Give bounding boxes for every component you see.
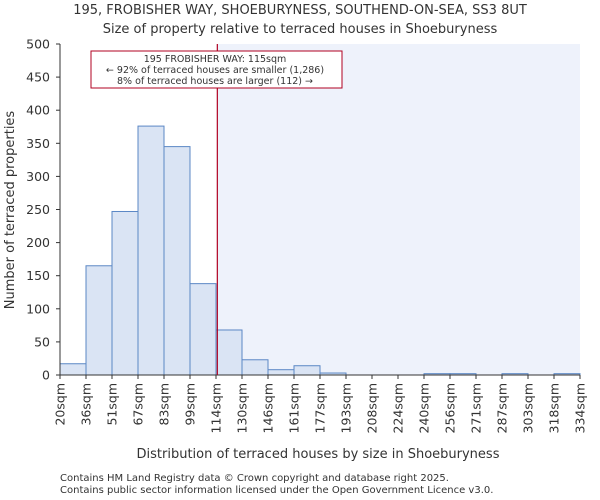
annotation-line-1: 195 FROBISHER WAY: 115sqm [144,54,287,65]
y-tick-label: 500 [26,37,50,52]
bar [241,359,269,376]
bar [267,369,295,376]
chart-title: 195, FROBISHER WAY, SHOEBURYNESS, SOUTHE… [73,3,527,18]
x-tick-labels: 20sqm 36sqm 51sqm 67sqm 83sqm 99sqm 114sqm 130s… [53,375,588,433]
bar [189,283,217,376]
bar [85,265,113,376]
y-tick-label: 0 [42,368,50,383]
y-axis-label: Number of terraced properties [3,111,18,310]
annotation-line-2: ← 92% of terraced houses are smaller (1,… [106,65,324,76]
bar [293,365,321,376]
annotation-line-3: 8% of terraced houses are larger (112) → [117,76,313,87]
y-tick-label: 150 [26,268,50,283]
bar [215,329,243,376]
y-tick-label: 300 [26,169,50,184]
x-tick-label: 193sqm [339,383,354,433]
larger-region-fill [217,44,581,375]
bar [59,363,87,376]
x-tick-label: 271sqm [469,383,484,433]
y-tick-label: 50 [34,334,50,349]
x-tick-label: 334sqm [573,383,588,433]
y-tick-labels: 0 50 100 150 200 250 300 350 400 450 500 [26,37,60,383]
larger-region-shade [217,44,581,375]
y-tick-label: 200 [26,235,50,250]
annotation-border [90,50,343,89]
y-tick-label: 250 [26,202,50,217]
x-tick-label: 51sqm [105,383,120,426]
x-tick-label: 146sqm [261,383,276,433]
footer-line-2: Contains public sector information licen… [60,485,493,496]
y-tick-label: 400 [26,103,50,118]
x-tick-label: 240sqm [417,383,432,433]
x-tick-label: 256sqm [443,383,458,433]
x-axis-label: Distribution of terraced houses by size … [137,447,500,462]
chart-subtitle: Size of property relative to terraced ho… [103,22,498,37]
x-tick-label: 20sqm [53,383,68,426]
x-tick-label: 318sqm [547,383,562,433]
x-tick-label: 99sqm [183,383,198,426]
y-tick-label: 450 [26,70,50,85]
x-tick-label: 303sqm [521,383,536,433]
bars [59,125,581,376]
x-tick-label: 177sqm [313,383,328,433]
x-tick-label: 83sqm [157,383,172,426]
x-tick-label: 224sqm [391,383,406,433]
x-tick-label: 161sqm [287,383,302,433]
annotation-box: 195 FROBISHER WAY: 115sqm ← 92% of terra… [90,50,343,89]
y-tick-label: 100 [26,301,50,316]
x-tick-label: 130sqm [235,383,250,433]
x-tick-label: 287sqm [495,383,510,433]
x-tick-label: 67sqm [131,383,146,426]
x-tick-label: 208sqm [365,383,380,433]
bar [163,146,191,376]
x-tick-label: 114sqm [209,383,224,433]
footer-line-1: Contains HM Land Registry data © Crown c… [60,473,449,484]
y-tick-label: 350 [26,136,50,151]
bar [111,210,139,376]
bar [137,125,165,376]
x-tick-label: 36sqm [79,383,94,426]
